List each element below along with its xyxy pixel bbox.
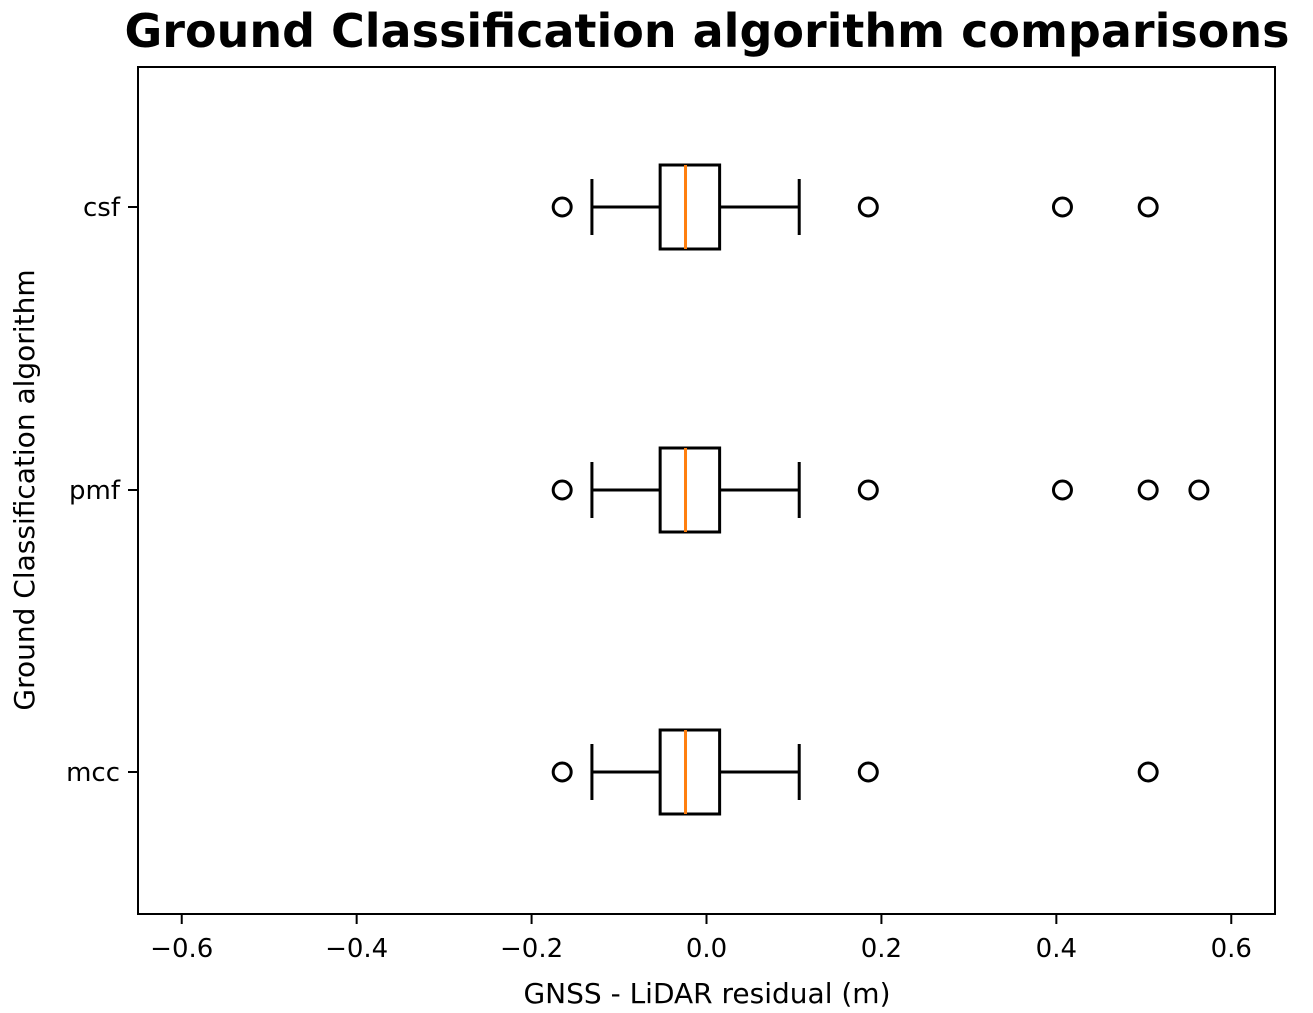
y-tick-label: pmf [69, 476, 121, 506]
outlier-point [1137, 479, 1159, 501]
x-tick-label: 0.4 [1036, 934, 1077, 964]
outlier-point [1188, 479, 1210, 501]
y-axis-label: Ground Classification algorithm [8, 269, 41, 710]
x-tick-label: 0.2 [861, 934, 902, 964]
outlier-point [1137, 196, 1159, 218]
iqr-box [658, 728, 722, 816]
outlier-point [551, 479, 573, 501]
outlier-point [1137, 761, 1159, 783]
x-tick-label: −0.4 [325, 934, 388, 964]
box-group-mcc [551, 728, 1159, 816]
box-group-pmf [551, 446, 1210, 534]
outlier-point [857, 761, 879, 783]
y-tick-label: csf [83, 193, 121, 223]
iqr-box [658, 163, 722, 251]
outlier-point [857, 196, 879, 218]
x-tick-label: 0.0 [686, 934, 727, 964]
chart-title: Ground Classification algorithm comparis… [125, 4, 1290, 58]
outlier-point [1051, 196, 1073, 218]
x-tick-label: −0.2 [500, 934, 563, 964]
x-tick-label: 0.6 [1211, 934, 1252, 964]
iqr-box [658, 446, 722, 534]
plot-frame [137, 66, 1276, 915]
x-axis-label: GNSS - LiDAR residual (m) [523, 977, 890, 1010]
y-tick-label: mcc [66, 758, 120, 788]
plot-area [551, 163, 1210, 816]
outlier-point [1051, 479, 1073, 501]
outlier-point [551, 761, 573, 783]
x-tick-label: −0.6 [150, 934, 213, 964]
outlier-point [857, 479, 879, 501]
box-group-csf [551, 163, 1159, 251]
outlier-point [551, 196, 573, 218]
